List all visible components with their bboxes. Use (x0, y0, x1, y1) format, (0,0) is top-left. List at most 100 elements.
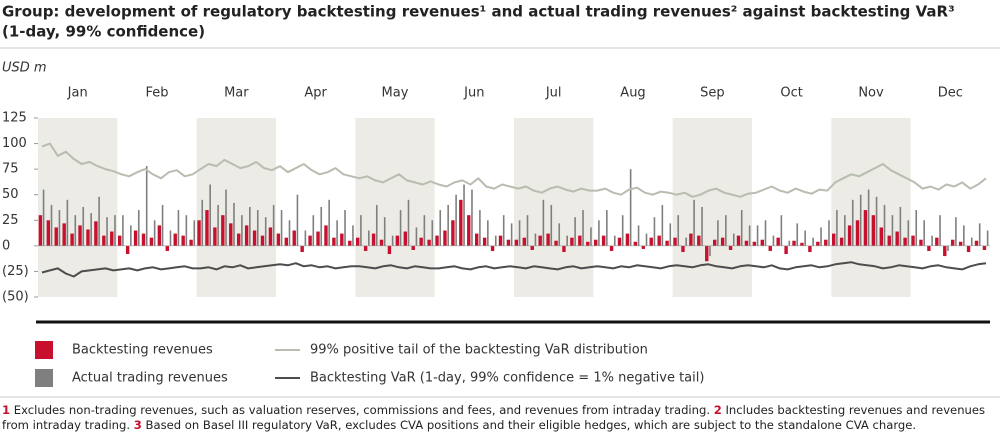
bar (923, 220, 925, 246)
bar (824, 239, 828, 246)
bar (169, 230, 172, 246)
bar (395, 235, 400, 246)
bar (582, 210, 584, 246)
bar (800, 242, 804, 246)
bar (244, 225, 249, 246)
y-tick-label: 50 (2, 187, 19, 202)
bar (451, 220, 455, 246)
bar (161, 204, 164, 246)
bar (209, 184, 211, 246)
bar (332, 237, 336, 246)
bar (272, 204, 275, 246)
bar (94, 221, 98, 246)
bar (649, 237, 653, 246)
bar (772, 235, 775, 246)
bar (467, 215, 471, 246)
bar (863, 210, 868, 246)
bar (189, 239, 193, 246)
x-tick-label: Jun (463, 86, 484, 101)
bar (839, 237, 844, 246)
bar (677, 215, 680, 246)
bar (756, 225, 759, 246)
bar (217, 204, 219, 246)
bar (955, 217, 957, 246)
x-tick-label: May (382, 86, 409, 101)
bar (613, 235, 616, 246)
bar (288, 220, 291, 246)
x-tick-label: Nov (858, 86, 884, 101)
bar (601, 235, 606, 246)
bar (982, 245, 987, 250)
bar (479, 210, 481, 246)
bar (356, 237, 360, 246)
month-band (196, 118, 276, 297)
bar (697, 235, 701, 246)
bar (891, 215, 894, 246)
y-tick-label: 25 (2, 213, 19, 228)
bar (629, 169, 632, 246)
bar (804, 230, 806, 246)
bar (970, 237, 973, 246)
bar (344, 210, 346, 246)
bar (498, 235, 503, 246)
bar (506, 239, 511, 246)
x-tick-label: Oct (780, 86, 802, 101)
bar (137, 210, 140, 246)
bar (145, 166, 148, 246)
bar (931, 235, 933, 246)
bar (268, 227, 273, 246)
bar (851, 199, 854, 246)
bar (554, 240, 558, 246)
line (41, 261, 987, 278)
bar (808, 245, 812, 252)
y-tick-label: (25) (2, 264, 29, 279)
bar (443, 230, 447, 246)
bar (665, 240, 669, 246)
footnote-text: Based on Basel III regulatory VaR, exclu… (145, 418, 917, 432)
bar (58, 210, 61, 246)
bar (744, 240, 749, 246)
bar (538, 235, 542, 246)
bar (368, 230, 370, 246)
bar (415, 227, 418, 246)
y-tick-label: (50) (2, 290, 29, 305)
bar (903, 237, 907, 246)
bar (276, 233, 281, 246)
bar (859, 194, 862, 246)
x-tick-label: Dec (938, 86, 963, 101)
bar (788, 240, 791, 246)
bar (352, 225, 354, 246)
bar (828, 220, 830, 246)
bar (685, 237, 687, 246)
bar (205, 210, 209, 246)
bar (776, 237, 780, 246)
footnotes: 1 Excludes non-trading revenues, such as… (2, 403, 998, 433)
bar (423, 215, 426, 246)
bar (241, 215, 243, 246)
bar (407, 199, 410, 246)
bar (526, 215, 529, 246)
footnote-text: Includes backtesting revenues and revenu… (2, 403, 986, 432)
bar (958, 241, 963, 246)
chart: Group: development of regulatory backtes… (0, 3, 1000, 398)
bar (324, 225, 328, 246)
bar (606, 210, 608, 246)
bar (844, 215, 846, 246)
bar (780, 215, 783, 246)
bar (387, 245, 392, 255)
legend-swatch (35, 369, 53, 387)
footnote-text: Excludes non-trading revenues, such as v… (13, 403, 711, 417)
bar (546, 233, 550, 246)
bar (574, 217, 576, 246)
bar (435, 235, 439, 246)
y-tick-label: 75 (2, 162, 19, 177)
x-tick-label: Mar (224, 86, 249, 101)
bar (482, 237, 487, 246)
bar (62, 223, 66, 246)
chart-title: Group: development of regulatory backtes… (2, 3, 955, 21)
bar (153, 220, 156, 246)
bar (792, 240, 796, 246)
bar (86, 229, 90, 246)
bar (42, 189, 45, 246)
bar (907, 220, 910, 246)
